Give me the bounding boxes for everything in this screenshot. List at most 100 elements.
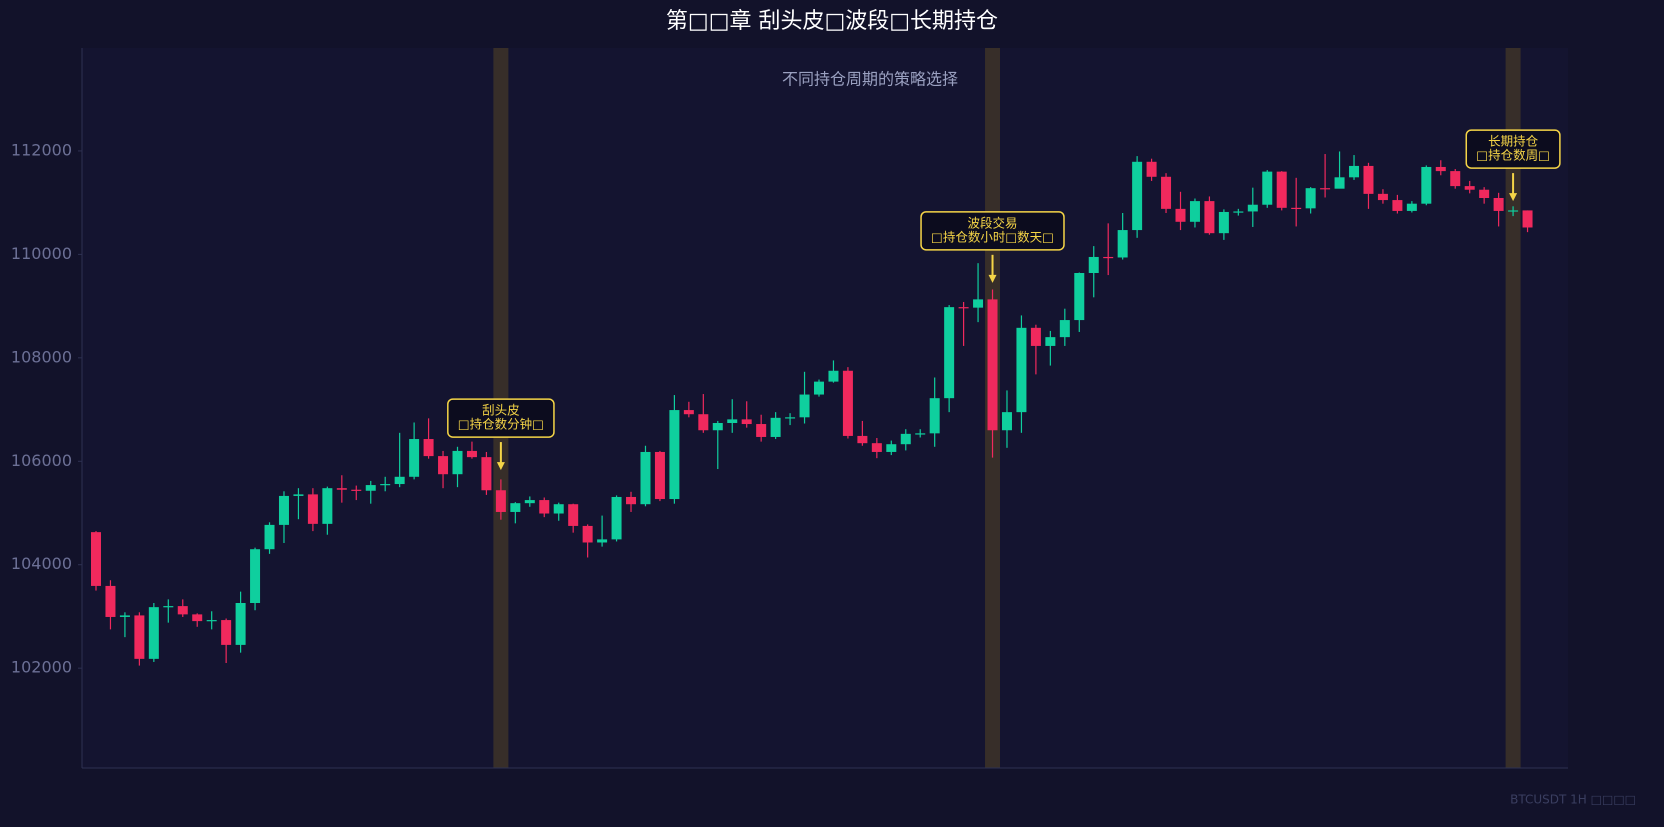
candle-body	[886, 444, 897, 452]
candle-body	[105, 585, 116, 617]
candle-body	[1363, 165, 1374, 194]
candle-body	[582, 525, 593, 543]
candle-body	[1059, 320, 1070, 338]
candle-body	[1508, 210, 1519, 212]
annotation-box	[447, 398, 555, 438]
annotation: 波段交易□持仓数小时□数天□	[920, 211, 1065, 251]
candle-body	[1218, 211, 1229, 234]
candle-body	[1204, 201, 1215, 234]
candle-body	[1421, 166, 1432, 204]
y-tick-label: 108000	[11, 347, 72, 366]
candle-body	[1334, 177, 1345, 189]
candle-body	[1450, 171, 1461, 187]
candle-body	[293, 494, 304, 496]
candle-body	[1320, 188, 1331, 190]
candle-body	[250, 549, 261, 603]
candle-body	[466, 450, 477, 458]
candle-body	[1117, 230, 1128, 258]
candle-body	[987, 299, 998, 431]
y-tick-label: 112000	[11, 140, 72, 159]
candle-body	[1030, 327, 1041, 346]
candle-body	[481, 457, 492, 491]
candle-body	[1291, 207, 1302, 210]
candle-body	[1276, 171, 1287, 208]
candle-body	[785, 417, 796, 419]
annotation-text: □持仓数周□	[1476, 148, 1550, 163]
candle-body	[336, 488, 347, 490]
candle-body	[1088, 256, 1099, 273]
candle-body	[857, 435, 868, 444]
annotation-arrowhead	[496, 462, 505, 471]
candle-body	[1464, 186, 1475, 190]
annotation-box	[1465, 129, 1561, 169]
candle-body	[1045, 337, 1056, 346]
y-tick-label: 104000	[11, 554, 72, 573]
candle-body	[495, 490, 506, 512]
candle-body	[1493, 198, 1504, 211]
candle-body	[1001, 412, 1012, 431]
annotation-box	[920, 211, 1065, 251]
candle-body	[539, 500, 550, 514]
annotation-arrowhead	[988, 274, 997, 283]
annotation: 长期持仓□持仓数周□	[1465, 129, 1561, 169]
candle-body	[611, 496, 622, 540]
y-tick-label: 102000	[11, 658, 72, 677]
candle-body	[1146, 161, 1157, 177]
chart-subtitle: 不同持仓周期的策略选择	[782, 70, 958, 89]
candle-body	[597, 539, 608, 543]
candle-body	[438, 456, 449, 475]
watermark: BTCUSDT 1H □□□□	[1510, 793, 1636, 807]
annotation: 刮头皮□持仓数分钟□	[447, 398, 555, 438]
candle-body	[1103, 256, 1114, 259]
chart-title: 第□□章 刮头皮□波段□长期持仓	[666, 9, 998, 34]
candle-body	[307, 494, 318, 524]
candle-body	[1522, 210, 1533, 228]
candle-body	[553, 504, 564, 514]
annotation-text: 长期持仓	[1488, 134, 1539, 149]
annotation-text: 波段交易	[968, 215, 1018, 230]
candle-body	[206, 620, 217, 622]
candle-body	[322, 488, 333, 524]
candle-body	[1349, 165, 1360, 178]
candle-body	[1305, 188, 1316, 209]
candle-body	[973, 299, 984, 308]
candle-body	[1016, 327, 1027, 413]
candle-body	[1435, 166, 1446, 172]
candle-body	[380, 484, 391, 486]
candle-body	[900, 433, 911, 445]
candle-body	[1233, 211, 1244, 213]
candle-body	[119, 615, 130, 617]
candle-body	[842, 370, 853, 436]
candle-body	[452, 450, 463, 475]
candle-body	[756, 424, 767, 437]
candle-body	[640, 451, 651, 505]
candle-body	[1189, 201, 1200, 222]
candle-body	[654, 451, 665, 500]
candle-body	[235, 603, 246, 645]
candle-body	[958, 307, 969, 309]
candle-body	[1406, 203, 1417, 211]
candle-body	[134, 615, 145, 659]
candle-body	[177, 606, 188, 615]
candle-body	[1377, 193, 1388, 201]
candle-body	[91, 532, 101, 586]
candle-body	[1161, 176, 1172, 209]
candle-body	[1247, 204, 1258, 212]
candle-body	[1479, 189, 1490, 198]
annotation-arrowhead	[1509, 193, 1518, 202]
candle-body	[423, 439, 434, 457]
candle-body	[929, 398, 940, 434]
candle-body	[568, 504, 579, 526]
candle-body	[264, 524, 275, 550]
candle-body	[278, 495, 289, 525]
candle-body	[814, 381, 824, 395]
plot-area	[82, 48, 1568, 768]
candle-body	[770, 417, 781, 437]
candle-body	[192, 614, 203, 622]
candle-body	[799, 394, 810, 418]
candle-body	[1175, 208, 1186, 222]
annotation-text: □持仓数小时□数天□	[931, 229, 1054, 244]
candle-body	[741, 419, 752, 425]
candle-body	[669, 410, 680, 500]
